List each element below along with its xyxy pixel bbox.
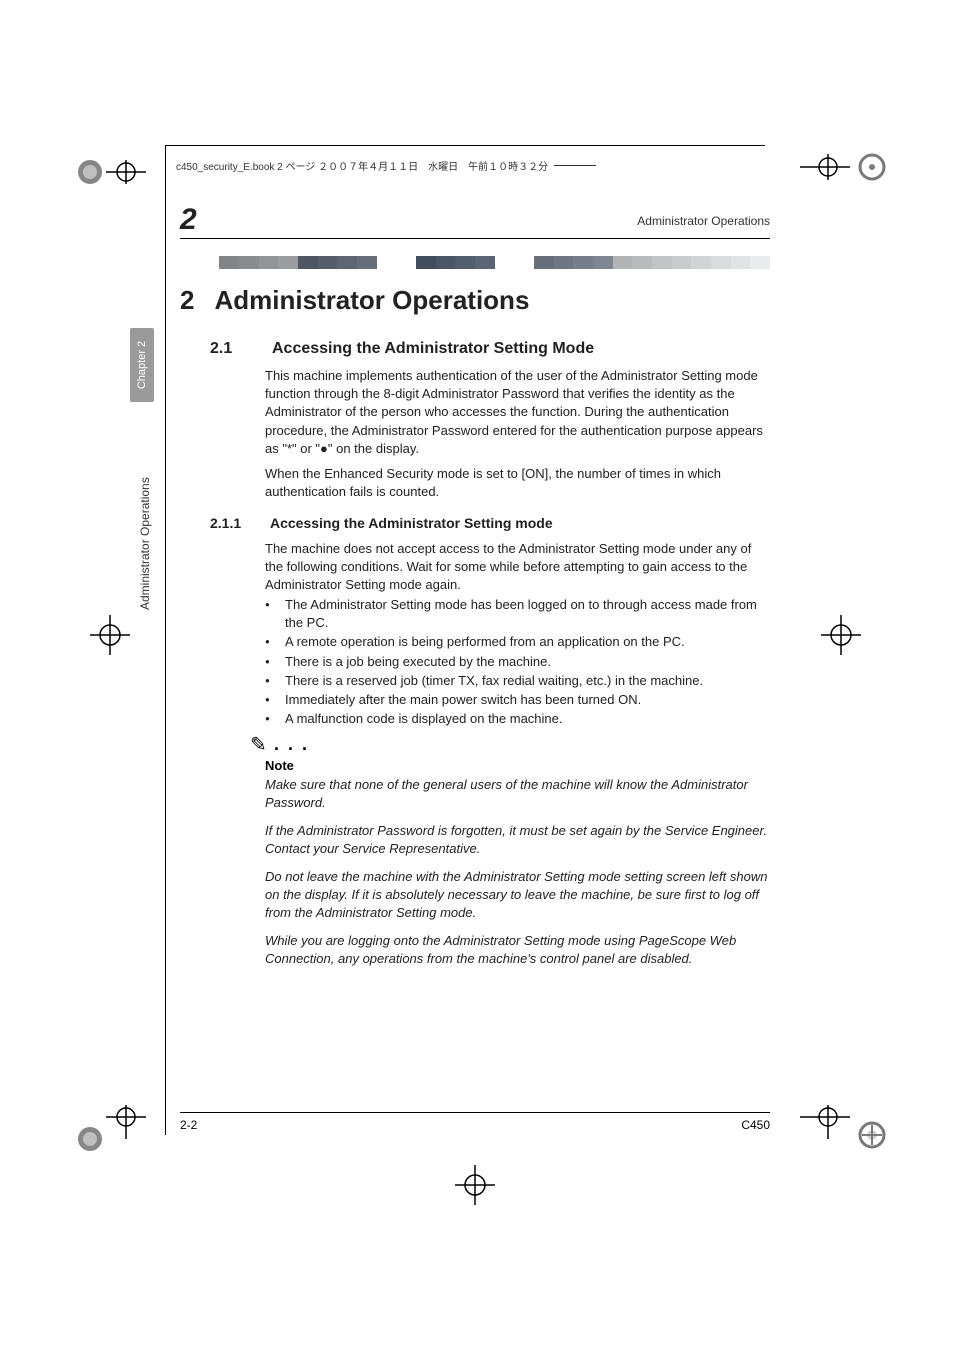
chapter-side-tab: Chapter 2 xyxy=(130,328,154,402)
decorative-gradient-bar xyxy=(180,256,770,269)
crop-mark-icon xyxy=(76,1095,146,1155)
footer-rule xyxy=(180,1112,770,1113)
subsection-number: 2.1.1 xyxy=(210,515,252,531)
section-2-1-heading: 2.1 Accessing the Administrator Setting … xyxy=(210,340,770,358)
paragraph: This machine implements authentication o… xyxy=(265,367,770,458)
crop-mark-icon xyxy=(800,1095,890,1155)
note-icon: ✎ xyxy=(250,732,267,757)
crop-mark-icon xyxy=(76,150,146,190)
crop-mark-icon xyxy=(800,142,890,192)
breadcrumb-text: c450_security_E.book 2 ページ ２００７年４月１１日 水曜… xyxy=(176,158,554,173)
bullet-item: ●The Administrator Setting mode has been… xyxy=(265,596,770,632)
section-number: 2.1 xyxy=(210,340,252,358)
subsection-title: Accessing the Administrator Setting mode xyxy=(270,515,553,531)
crop-mark-icon xyxy=(85,610,135,660)
bullet-item: ●There is a reserved job (timer TX, fax … xyxy=(265,672,770,690)
crop-mark-icon xyxy=(450,1160,500,1210)
footer-page-number: 2-2 xyxy=(180,1118,197,1132)
chapter-title-text: Administrator Operations xyxy=(214,285,529,316)
note-paragraph: If the Administrator Password is forgott… xyxy=(265,822,770,858)
bullet-item: ●There is a job being executed by the ma… xyxy=(265,653,770,671)
chapter-title: 2 Administrator Operations xyxy=(180,285,770,316)
subsection-2-1-1-heading: 2.1.1 Accessing the Administrator Settin… xyxy=(210,515,770,531)
header-rule xyxy=(180,238,770,239)
chapter-number-top: 2 xyxy=(180,203,197,237)
bullet-list: ●The Administrator Setting mode has been… xyxy=(265,596,770,729)
paragraph: The machine does not accept access to th… xyxy=(265,540,770,595)
chapter-side-tab-label: Chapter 2 xyxy=(136,341,148,389)
note-paragraph: While you are logging onto the Administr… xyxy=(265,932,770,968)
chapter-title-number: 2 xyxy=(180,285,194,316)
footer-model: C450 xyxy=(741,1118,770,1132)
note-paragraph: Make sure that none of the general users… xyxy=(265,776,770,812)
section-title: Accessing the Administrator Setting Mode xyxy=(272,340,594,358)
bullet-item: ●A remote operation is being performed f… xyxy=(265,633,770,651)
note-paragraph: Do not leave the machine with the Admini… xyxy=(265,868,770,923)
note-label: Note xyxy=(265,758,294,773)
running-header: Administrator Operations xyxy=(637,214,770,228)
paragraph: When the Enhanced Security mode is set t… xyxy=(265,465,770,501)
bullet-item: ●A malfunction code is displayed on the … xyxy=(265,710,770,728)
note-dots-icon: . . . xyxy=(274,734,309,755)
side-running-label: Administrator Operations xyxy=(138,477,152,610)
crop-mark-icon xyxy=(816,610,866,660)
bullet-item: ●Immediately after the main power switch… xyxy=(265,691,770,709)
